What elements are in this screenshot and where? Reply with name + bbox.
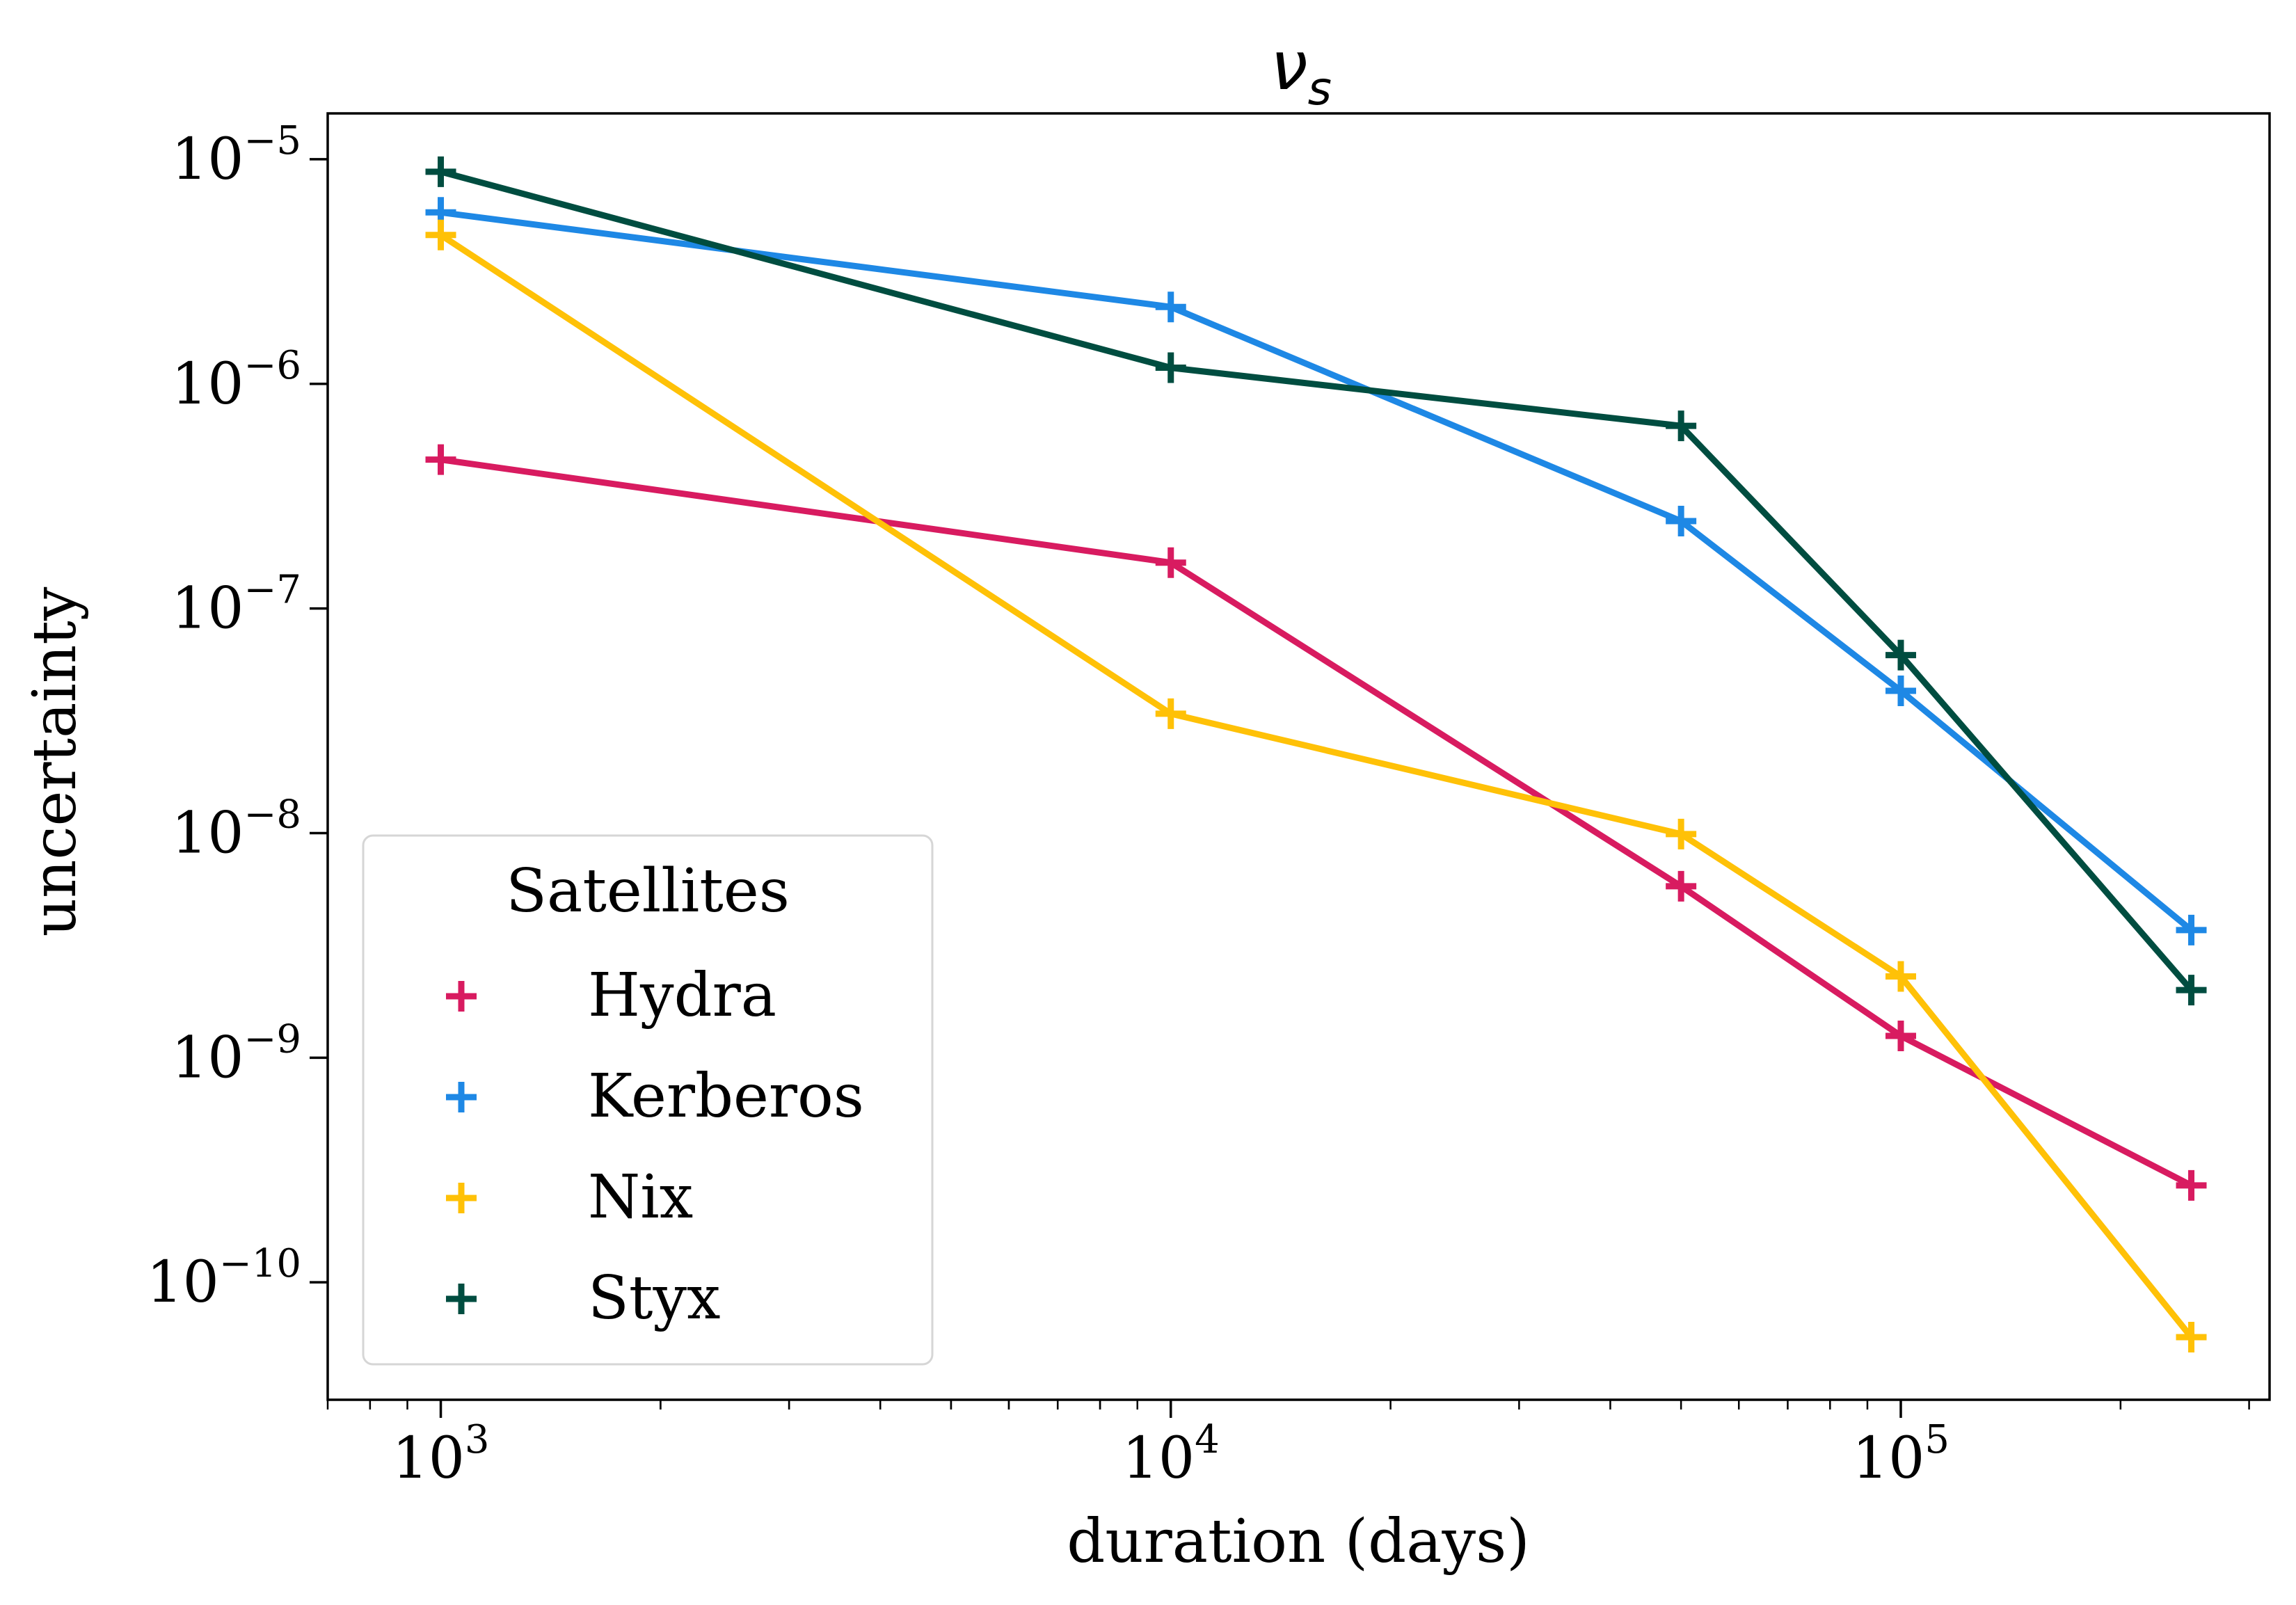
y-tick-label: 10−7 — [171, 568, 301, 642]
legend-item-nix: Nix — [446, 1163, 693, 1232]
data-point-hydra — [425, 444, 456, 475]
y-tick-label: 10−5 — [171, 118, 301, 193]
legend-box — [362, 834, 934, 1366]
data-point-kerberos — [1885, 675, 1916, 706]
chart-title: νs — [1270, 27, 1332, 115]
data-point-nix — [425, 219, 456, 250]
data-point-nix — [1666, 818, 1697, 849]
x-tick-label: 103 — [392, 1417, 490, 1492]
legend-marker — [446, 1284, 477, 1314]
data-point-nix — [2176, 1322, 2207, 1353]
y-tick-label: 10−6 — [171, 343, 301, 417]
legend-marker — [446, 1082, 477, 1112]
plot-frame — [326, 112, 2271, 1401]
legend: Satellites Hydra Kerberos Nix Styx — [362, 834, 934, 1366]
legend-title: Satellites — [506, 856, 790, 926]
data-point-styx — [1885, 639, 1916, 671]
x-axis-label: duration (days) — [1067, 1507, 1530, 1576]
data-point-kerberos — [1155, 292, 1186, 323]
legend-marker — [446, 1183, 477, 1213]
y-axis-label: uncertainty — [20, 586, 90, 936]
data-point-hydra — [1885, 1021, 1916, 1052]
series-layer — [425, 156, 2207, 1353]
data-point-hydra — [1155, 547, 1186, 578]
y-tick-label: 10−8 — [171, 792, 301, 866]
data-point-kerberos — [2176, 914, 2207, 945]
legend-label: Nix — [588, 1163, 693, 1232]
legend-items: Hydra Kerberos Nix Styx — [446, 961, 864, 1333]
y-tick-label: 10−10 — [146, 1241, 301, 1316]
legend-item-hydra: Hydra — [446, 961, 776, 1030]
data-point-nix — [1155, 698, 1186, 729]
x-tick-label: 105 — [1852, 1417, 1950, 1492]
data-point-styx — [1155, 352, 1186, 383]
x-tick-label: 104 — [1122, 1417, 1220, 1492]
y-tick-label: 10−9 — [171, 1016, 301, 1091]
legend-label: Hydra — [588, 961, 776, 1030]
legend-item-kerberos: Kerberos — [446, 1062, 864, 1131]
data-point-kerberos — [1666, 505, 1697, 536]
data-point-nix — [1885, 961, 1916, 992]
data-point-styx — [1666, 410, 1697, 442]
ticks-layer: 103 104 105 10−5 10−6 10−7 10−8 10−9 10−10 — [146, 118, 2250, 1492]
legend-label: Styx — [588, 1263, 721, 1333]
legend-marker — [446, 981, 477, 1012]
legend-label: Kerberos — [588, 1062, 864, 1131]
data-point-hydra — [1666, 870, 1697, 902]
legend-item-styx: Styx — [446, 1263, 721, 1333]
data-point-hydra — [2176, 1169, 2207, 1201]
data-point-styx — [425, 156, 456, 187]
data-point-styx — [2176, 975, 2207, 1006]
